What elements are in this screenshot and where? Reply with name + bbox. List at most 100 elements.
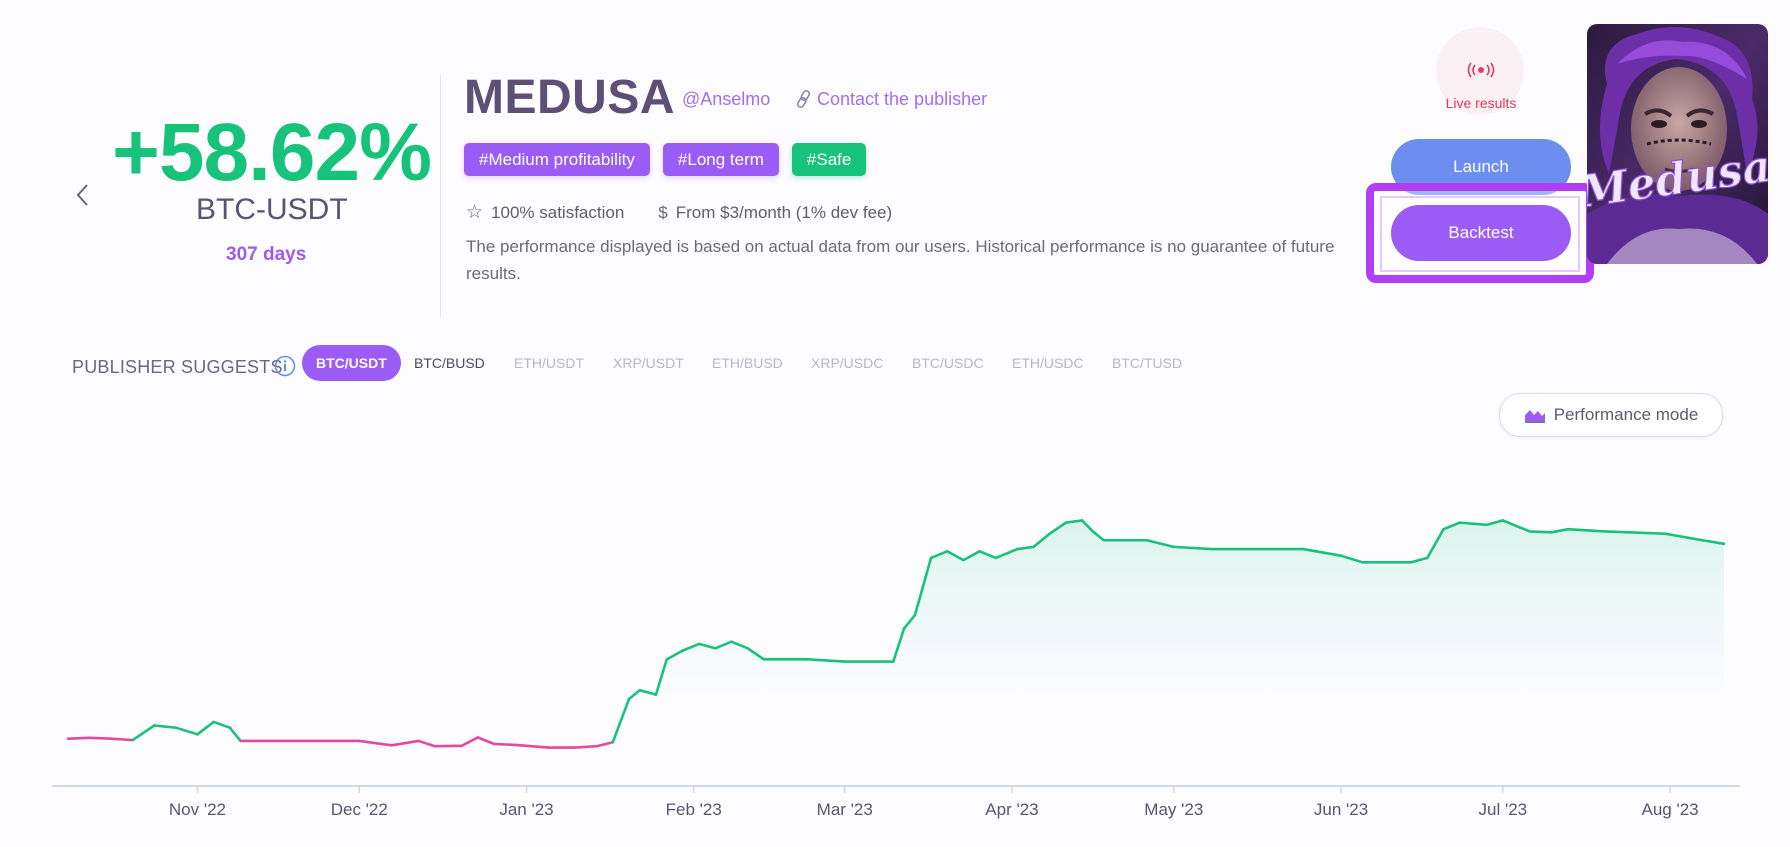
line-segment-positive [1339, 554, 1364, 564]
line-segment-positive [1604, 530, 1666, 535]
info-icon[interactable] [274, 355, 296, 377]
line-segment-positive [1550, 527, 1569, 534]
contact-publisher-link[interactable]: Contact the publisher [796, 90, 987, 108]
line-segment-positive [1048, 521, 1068, 535]
line-segment-positive [654, 658, 669, 696]
line-segment-positive [1016, 545, 1035, 551]
contact-publisher-label: Contact the publisher [817, 89, 988, 109]
line-segment-positive [962, 549, 981, 562]
line-segment-positive [1566, 527, 1607, 533]
line-segment-positive [665, 649, 685, 661]
line-segment-positive [913, 556, 933, 617]
pair-chip-btc-tusd[interactable]: BTC/TUSD [1112, 355, 1182, 371]
pair-chip-eth-usdc[interactable]: ETH/USDC [1012, 355, 1084, 371]
chevron-left-icon[interactable] [72, 180, 94, 210]
vertical-divider [440, 74, 441, 318]
performance-chart: Nov '22 Dec '22 Jan '23 Feb '23 Mar '23 Apr '… [52, 519, 1740, 819]
link-icon [797, 90, 810, 108]
performance-area [68, 520, 1724, 739]
line-segment-positive [929, 549, 949, 560]
profit-percentage: +58.62% [112, 107, 432, 198]
line-segment-positive [697, 642, 717, 650]
pair-chip-btc-usdc[interactable]: BTC/USDC [912, 355, 984, 371]
line-segment-positive [978, 549, 998, 560]
line-segment-positive [681, 642, 701, 652]
x-tick-label: Apr '23 [985, 800, 1038, 819]
author-link[interactable]: @Anselmo [682, 89, 771, 109]
line-segment-positive [1701, 538, 1726, 546]
line-segment-positive [228, 726, 242, 743]
line-segment-positive [1409, 556, 1429, 564]
pair-chip-xrp-usdc[interactable]: XRP/USDC [811, 355, 884, 371]
line-segment-positive [1064, 519, 1084, 524]
line-segment-positive [1485, 519, 1505, 527]
dollar-icon: $ [658, 203, 668, 222]
line-segment-negative [357, 739, 393, 747]
broadcast-icon [1467, 62, 1495, 78]
x-tick-label: Dec '22 [331, 800, 388, 819]
line-segment-positive [611, 697, 631, 744]
medusa-avatar: Medusa [1587, 24, 1768, 264]
line-segment-negative [492, 742, 518, 747]
line-segment-positive [174, 726, 199, 736]
live-results-label: Live results [1445, 95, 1517, 111]
line-segment-positive [994, 547, 1019, 560]
line-segment-positive [746, 647, 766, 661]
pair-chip-eth-busd[interactable]: ETH/BUSD [712, 355, 783, 371]
backtest-button[interactable]: Backtest [1391, 205, 1571, 261]
x-tick-label: Mar '23 [817, 800, 873, 819]
line-segment-negative [66, 736, 91, 741]
line-segment-positive [1301, 547, 1343, 557]
line-segment-negative [109, 737, 135, 742]
line-segment-positive [1528, 530, 1553, 534]
line-segment-positive [131, 724, 156, 742]
pair-chip-btc-usdt[interactable]: BTC/USDT [302, 345, 401, 381]
tag-long-term: #Long term [662, 143, 779, 176]
line-segment-negative [573, 744, 598, 749]
line-segment-positive [730, 640, 749, 650]
line-segment-positive [627, 688, 642, 701]
line-segment-positive [1663, 532, 1704, 542]
line-segment-positive [1091, 530, 1105, 542]
backtest-highlight-inner [1380, 196, 1580, 272]
duration-days: 307 days [226, 244, 307, 265]
pair-chip-xrp-usdt[interactable]: XRP/USDT [613, 355, 684, 371]
line-segment-positive [1172, 545, 1213, 551]
line-segment-positive [1145, 538, 1176, 549]
line-segment-positive [1442, 521, 1461, 531]
line-segment-positive [1501, 519, 1532, 533]
pair-chip-eth-usdt[interactable]: ETH/USDT [514, 355, 584, 371]
disclaimer-text: The performance displayed is based on ac… [466, 237, 1335, 283]
line-segment-positive [1032, 532, 1052, 549]
line-segment-negative [595, 740, 615, 748]
line-segment-negative [460, 736, 480, 748]
line-segment-negative [514, 743, 550, 749]
line-segment-positive [153, 724, 178, 729]
tag-medium-profitability: #Medium profitability [464, 143, 650, 176]
x-tick-label: May '23 [1144, 800, 1203, 819]
performance-mode-button[interactable]: Performance mode [1499, 393, 1723, 437]
trading-pair: BTC-USDT [196, 193, 348, 226]
area-chart-icon [1524, 410, 1545, 423]
line-segment-negative [390, 739, 420, 747]
line-segment-positive [1426, 527, 1445, 560]
line-segment-positive [638, 688, 658, 696]
x-tick-label: Jan '23 [499, 800, 553, 819]
x-tick-label: Feb '23 [666, 800, 722, 819]
price-text: From $3/month (1% dev fee) [675, 203, 893, 222]
line-segment-negative [476, 736, 496, 746]
performance-mode-label: Performance mode [1553, 405, 1699, 424]
line-segment-positive [713, 640, 733, 650]
line-segment-positive [1458, 521, 1488, 527]
x-tick-label: Jul '23 [1479, 800, 1528, 819]
x-tick-label: Jun '23 [1314, 800, 1368, 819]
publisher-suggests-label: PUBLISHER SUGGESTS [72, 357, 283, 377]
line-segment-positive [892, 627, 906, 663]
line-segment-positive [805, 658, 847, 663]
star-icon: ☆ [466, 202, 484, 223]
pair-chip-btc-busd[interactable]: BTC/BUSD [414, 355, 485, 371]
line-segment-positive [1080, 519, 1095, 533]
line-segment-negative [417, 739, 437, 748]
tag-list: #Medium profitability #Long term #Safe [464, 143, 867, 176]
